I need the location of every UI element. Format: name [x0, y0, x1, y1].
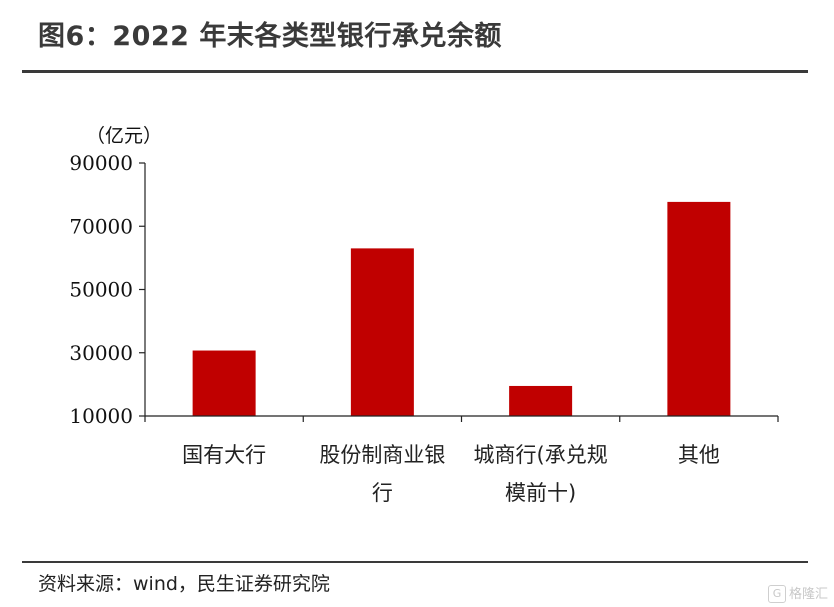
footer-divider	[22, 561, 808, 563]
category-label: 行	[372, 481, 393, 505]
y-axis-ticks: 10000 30000 50000 70000 90000	[69, 151, 145, 428]
x-axis-ticks	[144, 416, 779, 422]
category-label: 股份制商业银	[319, 443, 445, 467]
y-tick-label: 70000	[69, 214, 133, 238]
y-tick-label: 90000	[69, 151, 133, 175]
category-label: 国有大行	[182, 443, 266, 467]
bar	[509, 385, 573, 416]
y-tick-label: 50000	[69, 278, 133, 302]
y-tick-label: 30000	[69, 341, 133, 365]
category-label: 城商行(承兑规	[474, 443, 608, 467]
source-note: 资料来源：wind，民生证券研究院	[38, 573, 330, 595]
category-label: 模前十)	[505, 481, 576, 505]
title-divider	[22, 70, 808, 73]
bar	[192, 350, 256, 416]
bar	[350, 248, 414, 416]
y-tick-label: 10000	[69, 404, 133, 428]
category-label: 其他	[678, 443, 720, 467]
page-title: 图6：2022 年末各类型银行承兑余额	[38, 21, 502, 52]
bar	[667, 201, 731, 416]
watermark: G 格隆汇	[767, 583, 828, 603]
watermark-logo-icon: G	[767, 585, 786, 603]
bars	[192, 201, 731, 416]
y-axis-unit-label: （亿元）	[86, 125, 162, 147]
bar-chart: （亿元） 10000 30000 50000 70000 90000 国有大行 股份制商业…	[69, 125, 779, 505]
watermark-text: 格隆汇	[788, 586, 828, 602]
